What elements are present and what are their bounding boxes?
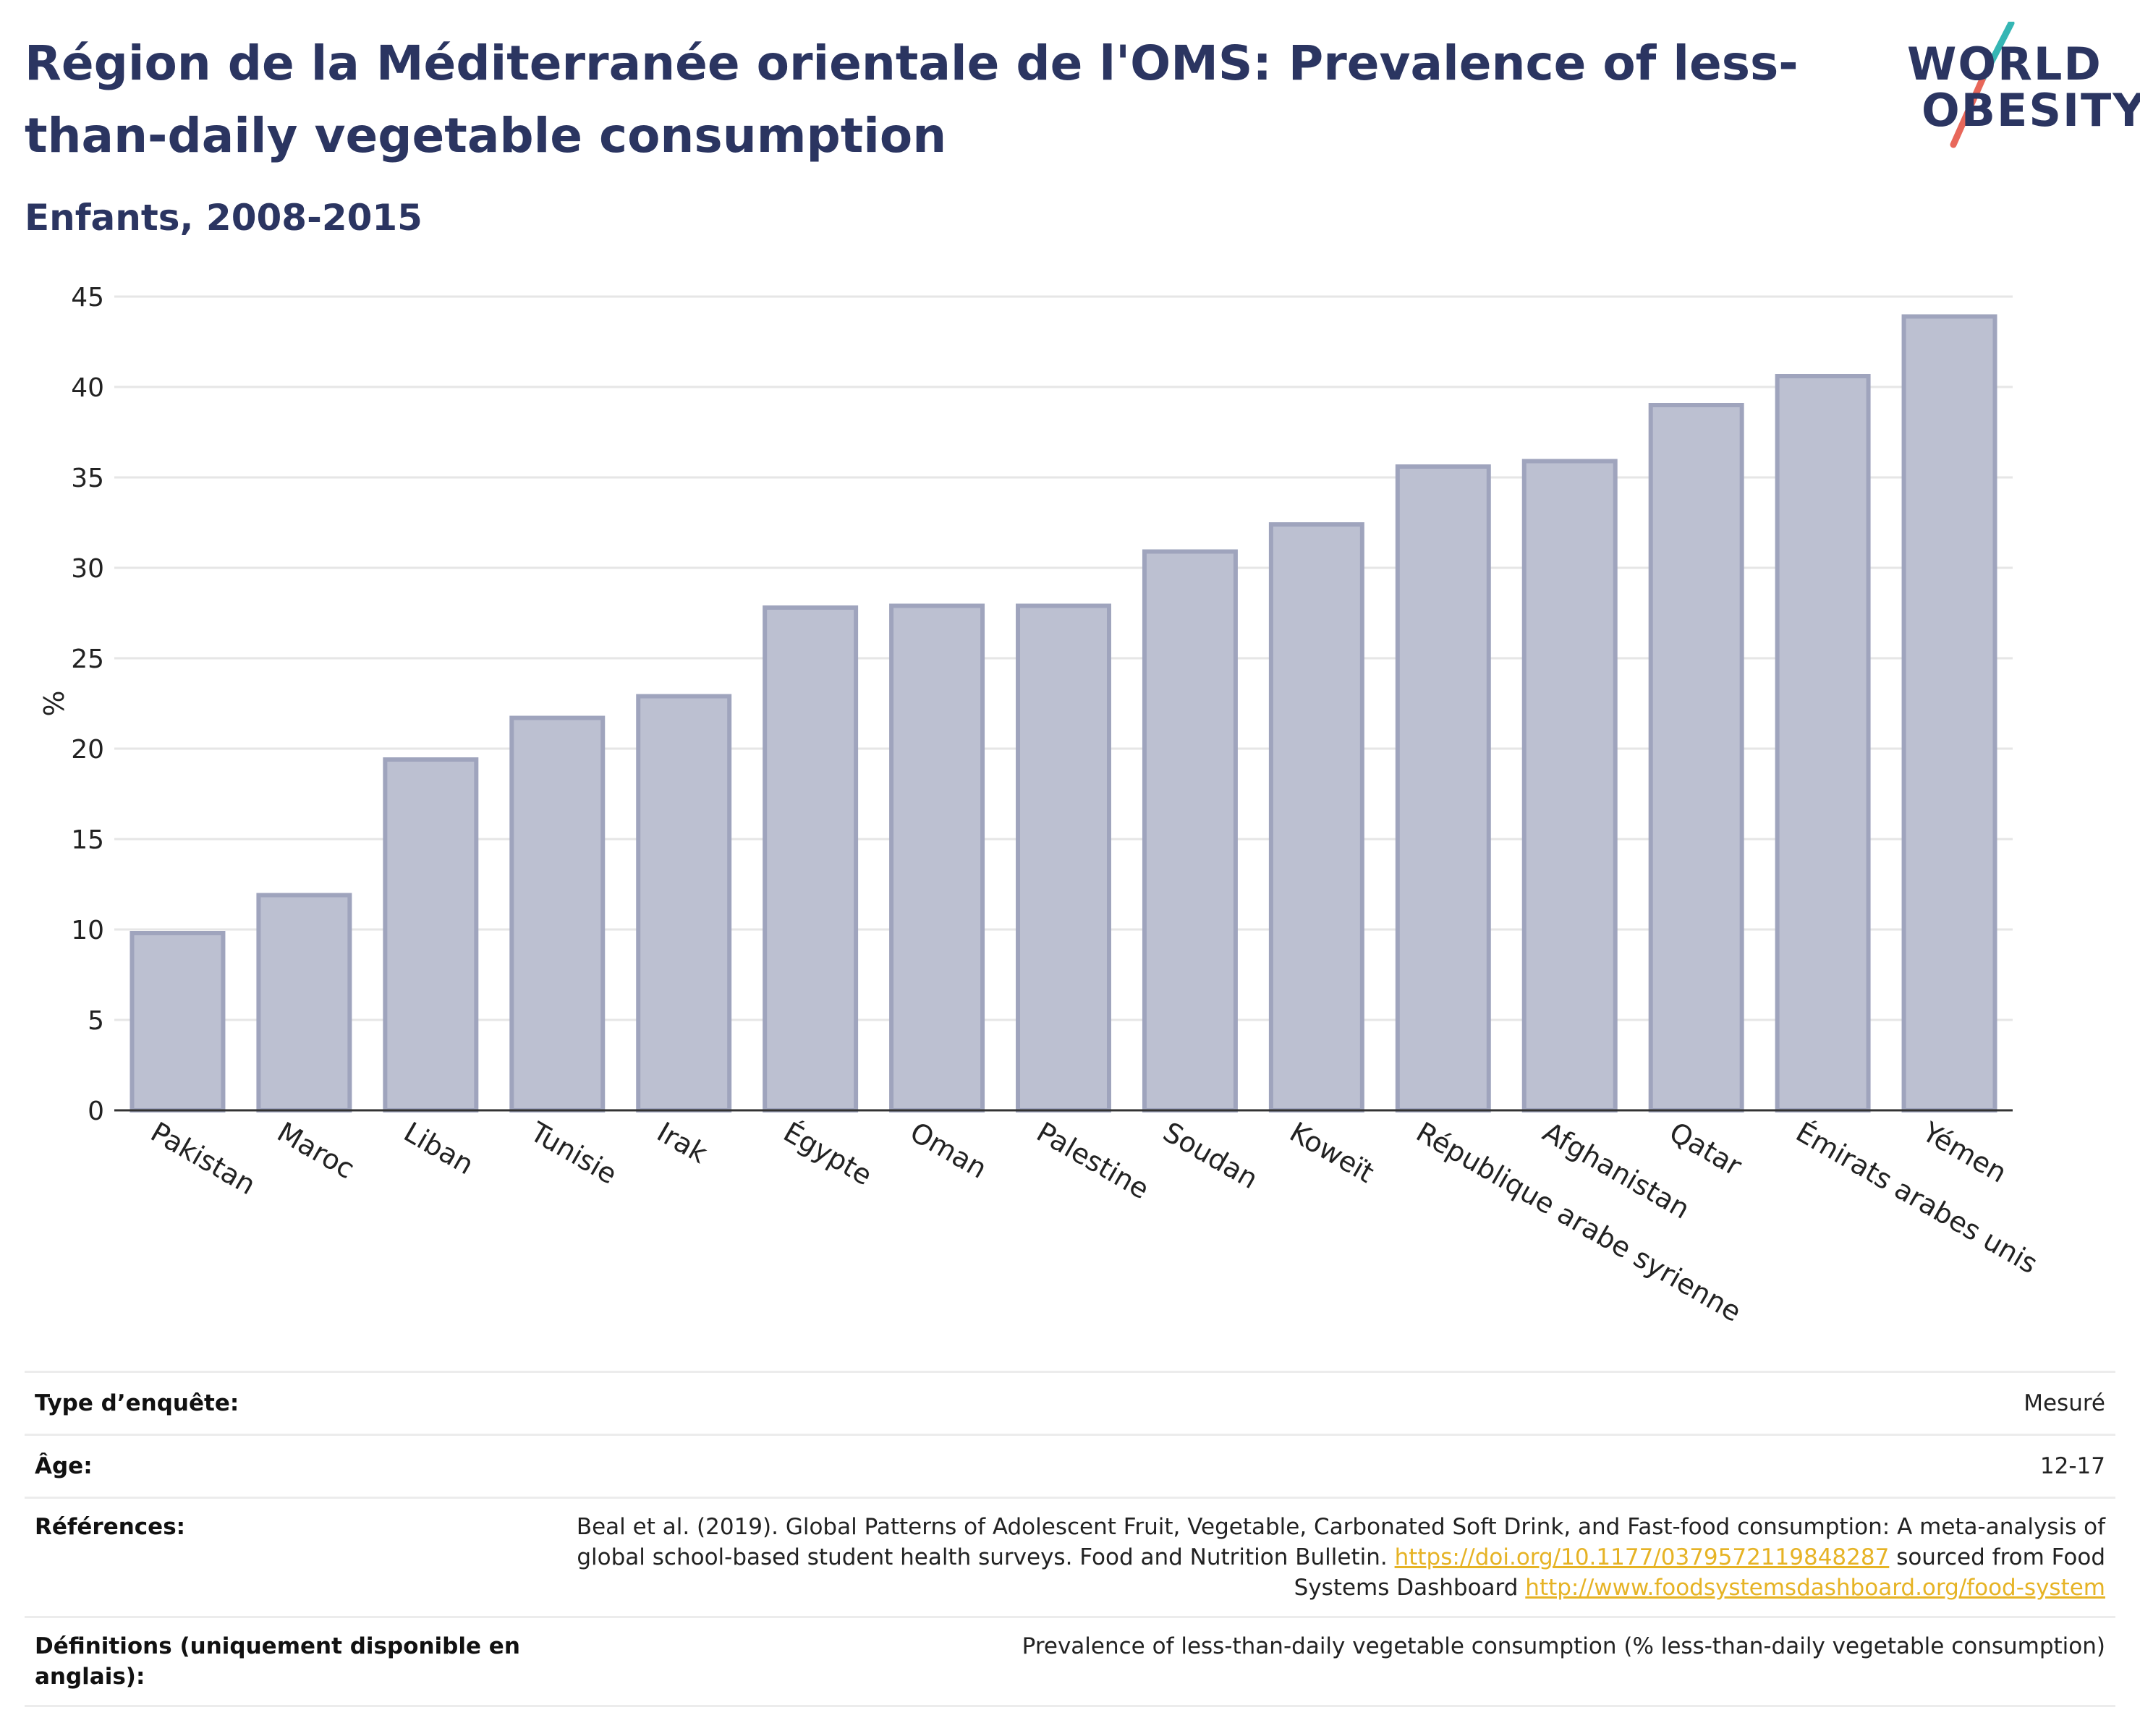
bar[interactable] bbox=[1648, 403, 1744, 1112]
y-tick-label: 45 bbox=[71, 283, 104, 312]
x-tick-label: Koweït bbox=[1284, 1116, 1379, 1189]
x-tick-label: Liban bbox=[399, 1116, 479, 1181]
x-tick-label: Égypte bbox=[778, 1116, 878, 1192]
bar[interactable] bbox=[1901, 314, 1997, 1112]
y-tick-label: 0 bbox=[88, 1097, 104, 1126]
logo-slash-icon bbox=[1950, 22, 2015, 148]
y-tick-label: 20 bbox=[71, 735, 104, 765]
x-tick-label: Irak bbox=[652, 1116, 713, 1170]
references-value: Beal et al. (2019). Global Patterns of A… bbox=[527, 1512, 2105, 1603]
chart-title: Région de la Méditerranée orientale de l… bbox=[25, 35, 1799, 163]
y-axis-label: % bbox=[37, 690, 69, 716]
y-tick-label: 10 bbox=[71, 916, 104, 945]
y-tick-label: 35 bbox=[71, 464, 104, 493]
x-tick-label: Émirats arabes unis bbox=[1791, 1116, 2043, 1280]
doi-link[interactable]: https://doi.org/10.1177/0379572119848287 bbox=[1394, 1544, 1890, 1570]
bar[interactable] bbox=[1268, 522, 1364, 1112]
bars bbox=[129, 314, 1997, 1112]
definitions-value: Prevalence of less-than-daily vegetable … bbox=[1022, 1633, 2105, 1659]
x-tick-label: Pakistan bbox=[145, 1116, 261, 1201]
bar[interactable] bbox=[1521, 459, 1618, 1112]
x-tick-label: Maroc bbox=[272, 1116, 360, 1186]
bar[interactable] bbox=[1142, 549, 1238, 1112]
x-tick-label: Yémen bbox=[1916, 1115, 2012, 1189]
y-tick-label: 40 bbox=[71, 373, 104, 403]
world-obesity-logo: WORLD OBESITY bbox=[1903, 22, 2140, 152]
y-tick-label: 30 bbox=[71, 554, 104, 584]
metadata-table: Type d’enquête: Mesuré Âge: 12-17 Référe… bbox=[25, 1371, 2115, 1707]
bar[interactable] bbox=[383, 757, 479, 1112]
survey-type-value: Mesuré bbox=[2024, 1390, 2105, 1416]
bar[interactable] bbox=[509, 715, 606, 1112]
x-tick-label: Oman bbox=[905, 1116, 993, 1185]
x-tick-label: Palestine bbox=[1032, 1116, 1155, 1206]
y-tick-label: 25 bbox=[71, 644, 104, 674]
y-tick-label: 15 bbox=[71, 825, 104, 855]
bar[interactable] bbox=[129, 931, 226, 1112]
definitions-row: Définitions (uniquement disponible en an… bbox=[25, 1618, 2115, 1707]
references-label: Références: bbox=[35, 1514, 186, 1540]
bar[interactable] bbox=[889, 603, 985, 1112]
age-row: Âge: 12-17 bbox=[25, 1436, 2115, 1499]
y-tick-label: 5 bbox=[88, 1006, 104, 1036]
bar[interactable] bbox=[636, 694, 732, 1112]
definitions-label: Définitions (uniquement disponible en an… bbox=[35, 1633, 520, 1690]
x-tick-label: Qatar bbox=[1664, 1116, 1747, 1183]
x-tick-label: Soudan bbox=[1158, 1116, 1263, 1196]
x-axis-ticks: Pakistan Maroc Liban Tunisie Irak Égypte Oman P… bbox=[145, 1115, 2043, 1328]
bar-chart: 0 5 10 15 20 25 30 35 40 45 Pakistan Maroc Liban Tun… bbox=[37, 283, 2043, 1328]
survey-type-row: Type d’enquête: Mesuré bbox=[25, 1373, 2115, 1436]
bar[interactable] bbox=[1395, 464, 1491, 1112]
logo-word-world: WORLD bbox=[1907, 38, 2102, 90]
bar[interactable] bbox=[1016, 603, 1111, 1112]
food-systems-link[interactable]: http://www.foodsystemsdashboard.org/food… bbox=[1525, 1575, 2105, 1601]
chart-subtitle: Enfants, 2008-2015 bbox=[25, 197, 423, 239]
references-text-1: Beal et al. (2019). Global Patterns of A… bbox=[576, 1514, 2105, 1570]
age-value: 12-17 bbox=[2039, 1453, 2105, 1479]
bar[interactable] bbox=[763, 605, 859, 1112]
age-label: Âge: bbox=[35, 1453, 93, 1479]
references-text-2: sourced from Food Systems Dashboard bbox=[1294, 1544, 2105, 1601]
survey-type-label: Type d’enquête: bbox=[35, 1390, 239, 1416]
y-axis-ticks: 0 5 10 15 20 25 30 35 40 45 bbox=[71, 283, 104, 1126]
x-tick-label: Tunisie bbox=[525, 1115, 622, 1191]
references-row: Références: Beal et al. (2019). Global P… bbox=[25, 1499, 2115, 1618]
bar[interactable] bbox=[256, 893, 352, 1112]
logo-word-obesity: OBESITY bbox=[1922, 84, 2140, 137]
bar[interactable] bbox=[1775, 374, 1871, 1112]
